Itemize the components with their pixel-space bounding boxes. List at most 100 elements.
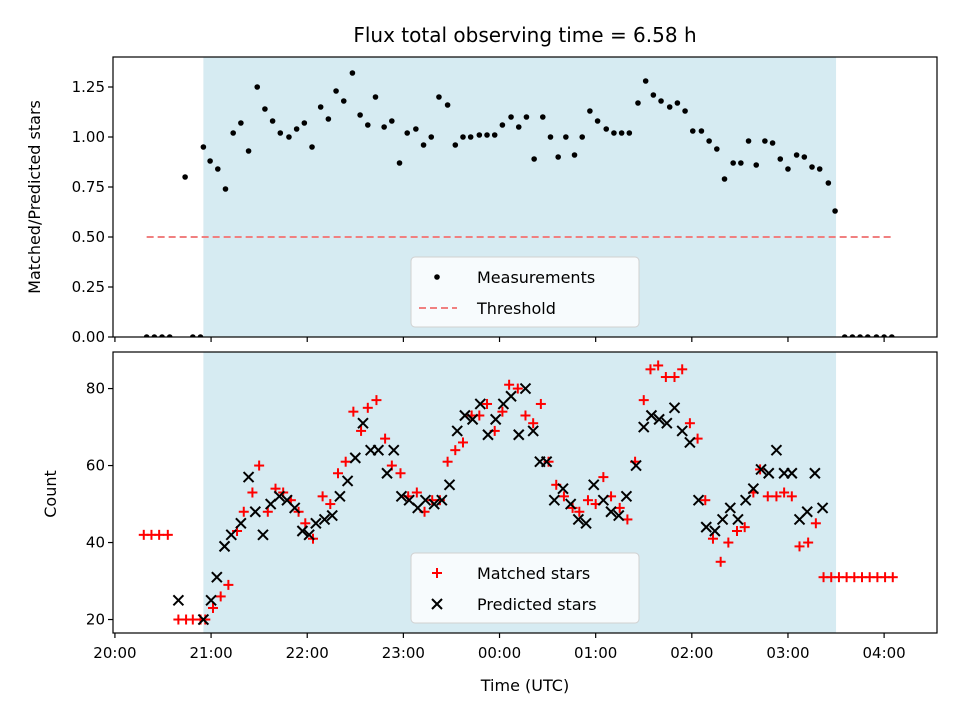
ytick-label: 0.25 bbox=[72, 278, 105, 296]
top-panel-ylabel: Matched/Predicted stars bbox=[25, 100, 44, 294]
measurement-point bbox=[491, 132, 498, 138]
measurement-point bbox=[254, 84, 261, 90]
matched-point bbox=[332, 468, 343, 479]
measurement-point bbox=[801, 154, 808, 160]
measurement-point bbox=[467, 134, 474, 140]
predicted-point bbox=[692, 494, 705, 506]
measurement-point bbox=[389, 118, 395, 124]
measurement-point bbox=[738, 160, 744, 166]
predicted-point bbox=[381, 467, 393, 479]
measurement-point bbox=[674, 100, 681, 106]
legend-label: Predicted stars bbox=[477, 595, 597, 614]
predicted-point bbox=[466, 413, 479, 426]
xtick-label: 01:00 bbox=[574, 644, 617, 662]
measurement-point bbox=[317, 104, 324, 110]
measurement-point bbox=[523, 114, 530, 120]
predicted-point bbox=[747, 482, 760, 495]
predicted-point bbox=[505, 390, 517, 402]
legend-label: Threshold bbox=[476, 299, 556, 318]
predicted-point bbox=[257, 529, 269, 541]
bottom-panel-ylabel: Count bbox=[41, 470, 60, 518]
predicted-point bbox=[716, 513, 729, 526]
matched-point bbox=[317, 491, 328, 502]
measurement-point bbox=[364, 122, 371, 128]
measurement-point bbox=[635, 100, 641, 106]
matched-point bbox=[411, 487, 422, 498]
measurement-point bbox=[547, 134, 554, 140]
measurement-point bbox=[381, 124, 387, 130]
measurement-point bbox=[293, 126, 300, 132]
predicted-point bbox=[249, 506, 262, 518]
measurement-point bbox=[753, 162, 760, 168]
matched-point bbox=[677, 364, 688, 375]
ytick-label: 0.75 bbox=[72, 178, 105, 196]
measurement-point bbox=[689, 128, 696, 134]
matched-point bbox=[325, 499, 336, 510]
measurement-point bbox=[207, 158, 213, 164]
predicted-point bbox=[357, 417, 369, 429]
measurement-point bbox=[515, 124, 522, 130]
measurement-point bbox=[618, 130, 625, 136]
matched-point bbox=[247, 487, 258, 498]
predicted-point bbox=[205, 594, 217, 606]
predicted-point bbox=[242, 471, 255, 483]
predicted-point bbox=[548, 494, 561, 506]
measurement-point bbox=[626, 130, 633, 136]
measurement-point bbox=[349, 70, 356, 76]
predicted-point bbox=[739, 494, 752, 506]
matched-point bbox=[739, 522, 750, 533]
predicted-point bbox=[676, 425, 688, 437]
matched-point bbox=[497, 406, 508, 417]
ytick-label: 80 bbox=[86, 380, 105, 398]
matched-point bbox=[794, 541, 805, 552]
measurement-point bbox=[762, 138, 768, 144]
predicted-point bbox=[451, 425, 463, 437]
predicted-point bbox=[527, 425, 539, 437]
matched-point bbox=[154, 529, 165, 540]
matched-point bbox=[520, 410, 531, 421]
measurement-point bbox=[611, 130, 617, 136]
matched-point bbox=[707, 533, 718, 544]
legend-marker bbox=[432, 568, 442, 578]
matched-point bbox=[779, 487, 790, 498]
ytick-label: 0.50 bbox=[72, 228, 105, 246]
matched-point bbox=[207, 602, 218, 613]
matched-point bbox=[803, 537, 814, 548]
legend-marker bbox=[431, 598, 443, 610]
measurement-point bbox=[539, 114, 546, 120]
legend-label: Matched stars bbox=[477, 564, 590, 583]
matched-point bbox=[771, 491, 782, 502]
predicted-point bbox=[419, 494, 432, 506]
measurement-point bbox=[857, 334, 863, 337]
matched-point bbox=[482, 398, 493, 409]
axes-frame-1 bbox=[112, 351, 938, 634]
predicted-point bbox=[443, 479, 456, 491]
matched-point bbox=[504, 379, 515, 390]
measurement-point bbox=[682, 108, 688, 114]
predicted-point bbox=[572, 513, 585, 526]
predicted-point bbox=[653, 413, 665, 426]
ytick-label: 0.00 bbox=[72, 328, 105, 346]
predicted-point bbox=[732, 513, 744, 526]
measurement-point bbox=[499, 122, 506, 128]
matched-point bbox=[254, 460, 265, 471]
predicted-point bbox=[349, 452, 362, 464]
measurement-point bbox=[642, 78, 649, 84]
predicted-point bbox=[235, 517, 247, 530]
matched-point bbox=[238, 506, 249, 517]
matched-point bbox=[887, 572, 898, 583]
measurement-point bbox=[301, 120, 308, 126]
measurement-point bbox=[889, 334, 895, 337]
predicted-point bbox=[273, 490, 286, 503]
matched-point bbox=[450, 445, 461, 456]
matched-point bbox=[732, 525, 743, 536]
measurement-point bbox=[200, 144, 207, 150]
plot-layer: 0.00 0.25 0.50 0.75 1.00 1.25 20 40 60 80 20:00 21:… bbox=[72, 56, 938, 662]
matched-point bbox=[223, 579, 234, 590]
measurement-point bbox=[555, 154, 561, 160]
predicted-point bbox=[395, 490, 408, 503]
matched-point bbox=[598, 472, 609, 483]
measurement-point bbox=[222, 186, 229, 192]
predicted-point bbox=[620, 490, 633, 503]
